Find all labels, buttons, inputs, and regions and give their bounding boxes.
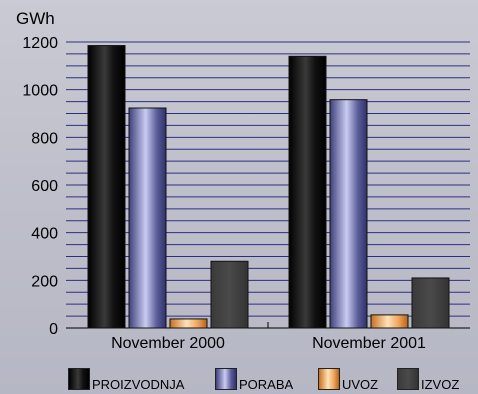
bars bbox=[87, 45, 450, 329]
bar-proizvodnja bbox=[87, 45, 126, 329]
bar-izvoz bbox=[210, 260, 249, 329]
legend-item-poraba: PORABA bbox=[215, 368, 294, 392]
y-tick-label: 0 bbox=[49, 321, 58, 338]
legend-swatch bbox=[215, 368, 237, 390]
bar-poraba bbox=[329, 99, 368, 329]
legend-label: PORABA bbox=[239, 377, 294, 392]
axes bbox=[66, 322, 470, 329]
bar-uvoz bbox=[370, 314, 409, 329]
y-axis-unit-label: GWh bbox=[16, 9, 55, 28]
y-tick-label: 600 bbox=[31, 178, 58, 195]
x-category-label: November 2000 bbox=[111, 335, 225, 352]
y-tick-label: 1000 bbox=[22, 83, 58, 100]
bar-chart: 0 200 400 600 800 1000 1200 November 2000 Novemb… bbox=[22, 35, 470, 352]
legend-label: IZVOZ bbox=[421, 377, 460, 392]
y-tick-label: 800 bbox=[31, 130, 58, 147]
axis-labels: 0 200 400 600 800 1000 1200 November 2000 Novemb… bbox=[22, 35, 426, 352]
bar-proizvodnja bbox=[288, 55, 327, 329]
legend-item-uvoz: UVOZ bbox=[318, 368, 379, 392]
bar-uvoz bbox=[169, 318, 208, 329]
gridlines bbox=[66, 41, 470, 317]
y-tick-label: 400 bbox=[31, 226, 58, 243]
bar-izvoz bbox=[411, 277, 450, 329]
bar-poraba bbox=[128, 107, 167, 329]
legend-label: PROIZVODNJA bbox=[92, 377, 185, 392]
legend: PROIZVODNJA PORABA UVOZ IZVOZ bbox=[0, 366, 478, 392]
legend-label: UVOZ bbox=[342, 377, 379, 392]
legend-item-proizvodnja: PROIZVODNJA bbox=[68, 368, 185, 392]
legend-swatch bbox=[68, 368, 90, 390]
y-tick-label: 1200 bbox=[22, 35, 58, 52]
legend-item-izvoz: IZVOZ bbox=[397, 368, 460, 392]
legend-swatch bbox=[318, 368, 340, 390]
legend-swatch bbox=[397, 368, 419, 390]
x-category-label: November 2001 bbox=[312, 335, 426, 352]
y-tick-label: 200 bbox=[31, 273, 58, 290]
